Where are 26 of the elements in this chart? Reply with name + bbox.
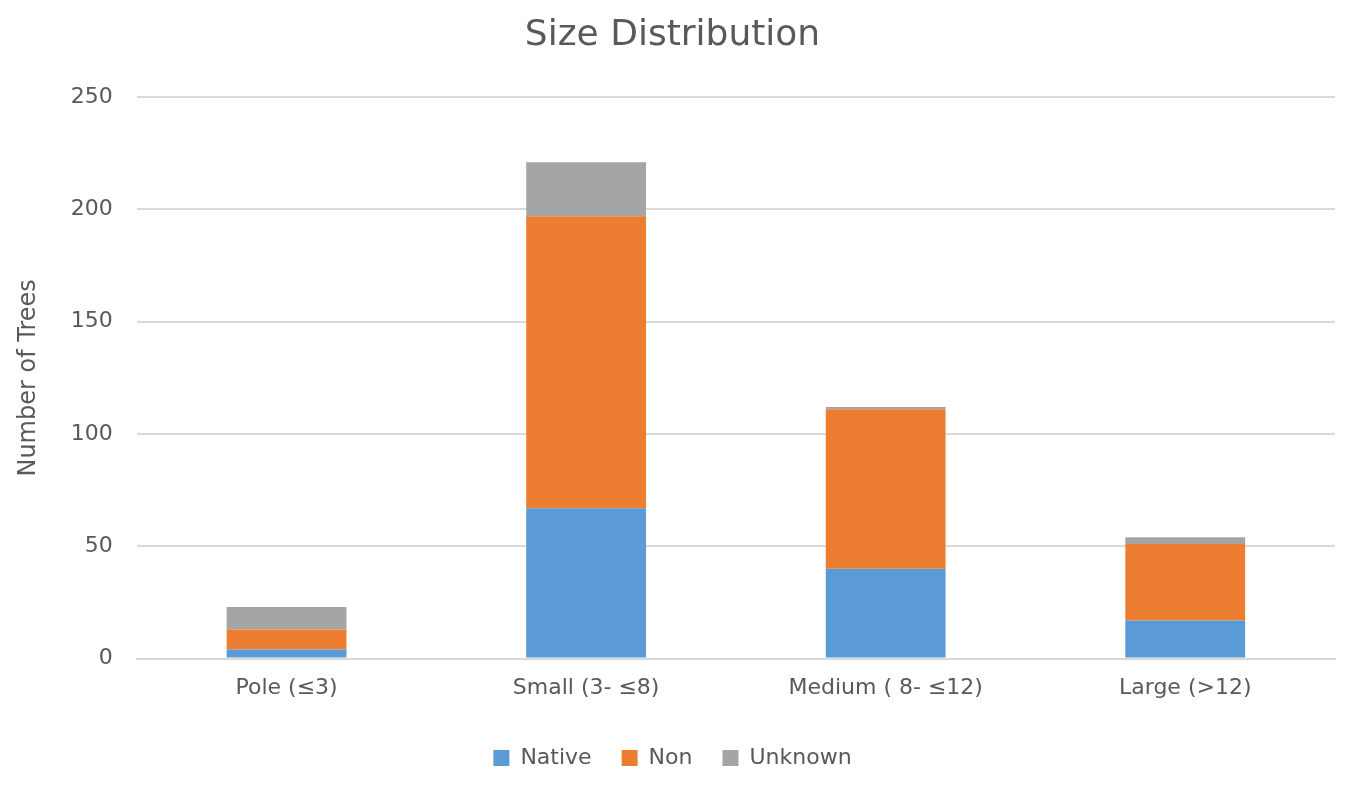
chart-title: Size Distribution: [524, 11, 821, 53]
x-tick-label: Medium ( 8- ≤12): [788, 673, 983, 699]
y-tick-label: 250: [70, 82, 113, 108]
bar: [526, 162, 647, 217]
bar: [825, 409, 946, 569]
x-tick-label: Large (>12): [1118, 673, 1252, 699]
x-tick-label: Pole (≤3): [235, 673, 338, 699]
bar: [1125, 544, 1246, 621]
bar: [526, 216, 647, 509]
y-tick-label: 150: [70, 307, 113, 333]
bar: [1125, 537, 1246, 545]
bar: [1125, 620, 1246, 658]
legend-label: Unknown: [749, 743, 852, 769]
y-tick-label: 50: [84, 532, 113, 558]
legend-label: Native: [520, 743, 592, 769]
bar: [226, 649, 347, 658]
y-axis-title: Number of Trees: [12, 279, 41, 477]
legend-label: Non: [648, 743, 693, 769]
bar: [526, 508, 647, 658]
y-tick-label: 0: [98, 644, 113, 670]
bar: [825, 568, 946, 658]
x-tick-label: Small (3- ≤8): [512, 673, 660, 699]
bar: [226, 606, 347, 630]
y-tick-label: 100: [70, 419, 113, 445]
bar: [226, 629, 347, 650]
y-tick-label: 200: [70, 195, 113, 221]
